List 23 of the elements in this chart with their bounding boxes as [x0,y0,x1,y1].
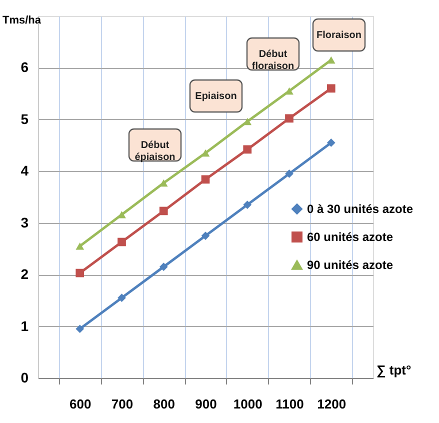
x-tick-label: 700 [111,396,134,412]
y-tick-label: 4 [20,162,29,179]
x-tick-label: 800 [153,396,175,412]
y-axis-title: Tms/ha [2,14,42,26]
annotation: Epiaison [195,91,237,102]
x-tick-label: 1200 [317,396,346,412]
y-tick-label: 1 [20,318,29,334]
x-tick-label: 1100 [276,396,304,412]
legend-label: 60 unités azote [307,230,394,244]
y-tick-label: 5 [20,110,29,127]
y-tick-label: 3 [20,214,29,230]
annotation: Floraison [316,30,362,41]
x-axis-title: ∑ tpt° [376,362,412,378]
annotation: Début floraison [252,49,294,72]
x-tick-label: 900 [195,396,217,412]
legend-label: 90 unités azote [307,258,394,272]
x-tick-label: 600 [70,396,92,412]
x-tick-label: 1000 [233,396,262,412]
annotation: Début épiaison [134,140,176,163]
y-tick-label: 0 [20,370,29,386]
y-tick-label: 6 [20,59,29,76]
legend-label: 0 à 30 unités azote [307,202,414,216]
y-tick-label: 2 [20,266,29,282]
